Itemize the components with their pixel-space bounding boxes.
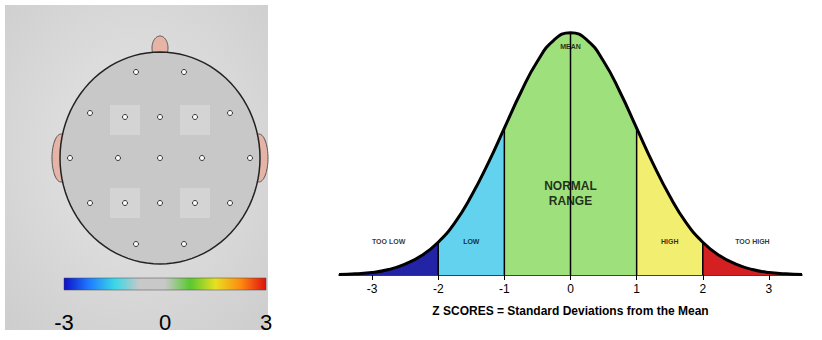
svg-text:-1: -1 <box>499 282 510 296</box>
svg-text:3: 3 <box>766 282 773 296</box>
svg-text:Z SCORES = Standard Deviations: Z SCORES = Standard Deviations from the … <box>432 304 708 318</box>
svg-text:-3: -3 <box>54 310 74 335</box>
svg-text:HIGH: HIGH <box>661 238 679 245</box>
svg-text:TOO LOW: TOO LOW <box>372 238 406 245</box>
svg-text:2: 2 <box>699 282 706 296</box>
svg-text:1: 1 <box>633 282 640 296</box>
svg-text:RANGE: RANGE <box>549 194 592 208</box>
svg-text:0: 0 <box>567 282 574 296</box>
svg-text:LOW: LOW <box>463 238 480 245</box>
svg-text:-3: -3 <box>367 282 378 296</box>
svg-text:0: 0 <box>159 310 171 335</box>
svg-text:NORMAL: NORMAL <box>544 179 597 193</box>
svg-text:MEAN: MEAN <box>560 43 581 50</box>
svg-text:3: 3 <box>260 310 272 335</box>
svg-text:-2: -2 <box>433 282 444 296</box>
svg-text:TOO HIGH: TOO HIGH <box>735 238 769 245</box>
